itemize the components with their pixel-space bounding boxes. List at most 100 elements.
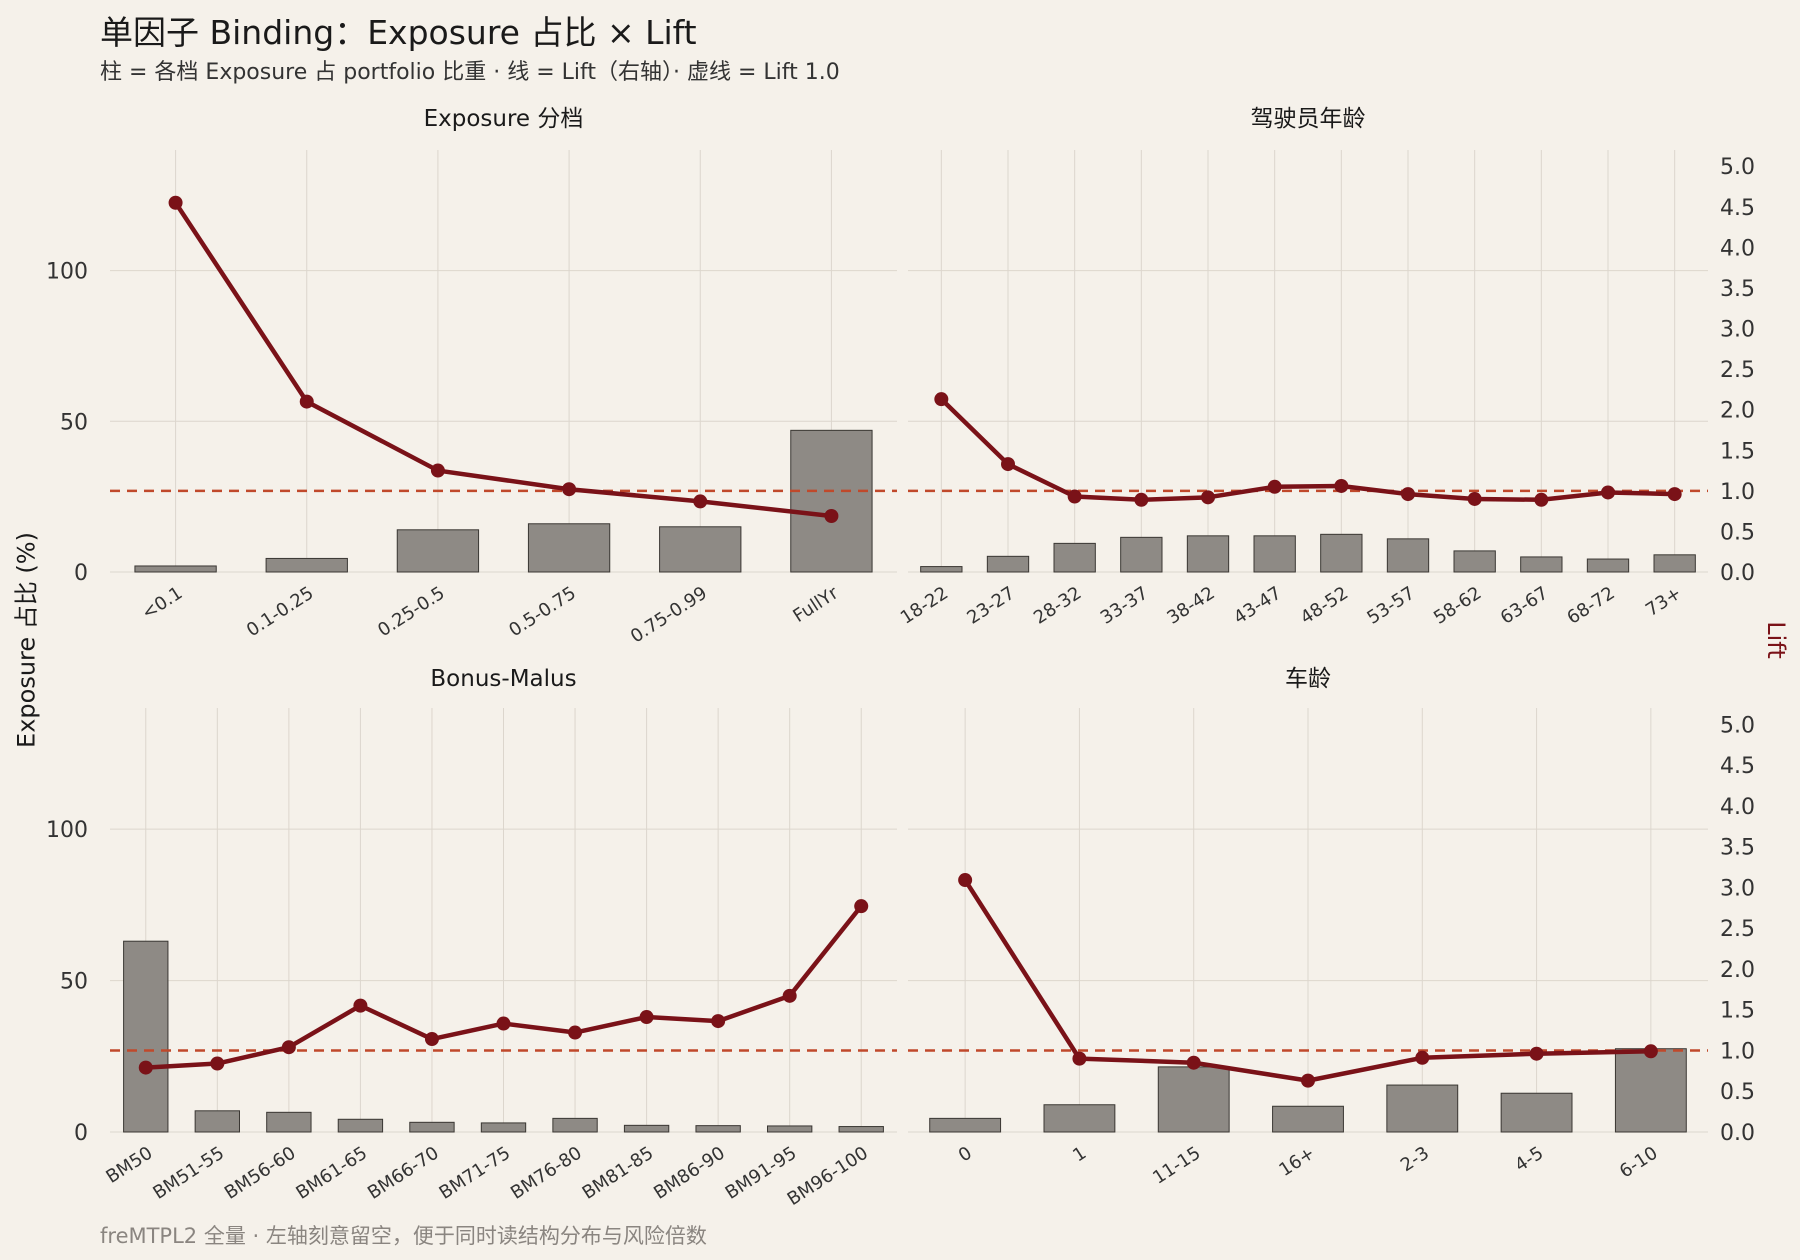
lift-line xyxy=(939,397,1675,503)
x-tick-label: 4-5 xyxy=(1511,1143,1547,1177)
y-right-tick-label: 1.0 xyxy=(1720,480,1755,505)
exposure-bar xyxy=(920,566,963,573)
exposure-bar xyxy=(552,1117,598,1133)
lift-point xyxy=(1529,1046,1544,1061)
chart-caption: freMTPL2 全量 · 左轴刻意留空，便于同时读结构分布与风险倍数 xyxy=(100,1224,707,1248)
x-tick-label: BM96-100 xyxy=(784,1143,872,1211)
y-right-tick-label: 4.5 xyxy=(1720,754,1755,779)
y-right-tick-label: 4.0 xyxy=(1720,795,1755,820)
x-tick-label: 1 xyxy=(1069,1143,1090,1167)
exposure-bar xyxy=(480,1122,527,1133)
x-tick-label: 63-67 xyxy=(1497,583,1552,629)
lift-point xyxy=(1415,1050,1430,1065)
chart-subtitle: 柱 = 各档 Exposure 占 portfolio 比重 · 线 = Lif… xyxy=(100,60,840,85)
y-right-tick-label: 5.0 xyxy=(1720,713,1755,738)
exposure-bar xyxy=(1653,554,1696,573)
exposure-bar xyxy=(266,1111,312,1133)
exposure-bar xyxy=(123,940,169,1133)
exposure-bar xyxy=(623,1124,670,1133)
exposure-bar xyxy=(1453,550,1496,573)
lift-point xyxy=(1534,492,1549,507)
y-right-tick-label: 3.0 xyxy=(1720,876,1755,901)
lift-point xyxy=(854,899,869,914)
y-right-tick-label: 1.5 xyxy=(1720,999,1755,1024)
x-tick-label: BM51-55 xyxy=(149,1143,228,1204)
x-tick-label: 53-57 xyxy=(1363,583,1418,629)
lift-point xyxy=(934,392,949,407)
y-right-tick-label: 1.0 xyxy=(1720,1039,1755,1064)
exposure-bar xyxy=(1043,1104,1116,1133)
x-tick-label: BM71-75 xyxy=(436,1143,515,1204)
exposure-bar xyxy=(1120,536,1163,573)
panel-title: Exposure 分档 xyxy=(424,106,584,132)
lift-point xyxy=(1667,487,1682,502)
exposure-bar xyxy=(134,565,217,573)
lift-point xyxy=(168,195,183,210)
y-left-tick-label: 0 xyxy=(74,1121,88,1146)
lift-point xyxy=(138,1060,153,1075)
exposure-bar xyxy=(1253,535,1296,573)
x-tick-label: 2-3 xyxy=(1397,1143,1433,1177)
lift-point xyxy=(1001,457,1015,472)
exposure-bar xyxy=(659,526,742,573)
lift-point xyxy=(639,1010,654,1025)
exposure-bar xyxy=(1053,542,1096,573)
lift-point xyxy=(824,509,839,524)
x-tick-label: 16+ xyxy=(1275,1143,1318,1181)
lift-point xyxy=(562,482,577,497)
lift-point xyxy=(1401,487,1415,502)
exposure-bar xyxy=(396,529,480,573)
lift-point xyxy=(958,873,973,888)
lift-point xyxy=(568,1025,583,1040)
x-tick-label: 48-52 xyxy=(1297,583,1352,629)
y-right-tick-label: 3.0 xyxy=(1720,318,1755,343)
lift-point xyxy=(430,463,445,478)
chart-title: 单因子 Binding：Exposure 占比 × Lift xyxy=(100,13,697,52)
lift-point xyxy=(782,988,797,1003)
y-right-tick-label: 5.0 xyxy=(1720,155,1755,180)
exposure-bar xyxy=(265,557,348,573)
lift-point xyxy=(711,1014,726,1029)
exposure-bar xyxy=(695,1125,741,1133)
x-tick-label: 68-72 xyxy=(1563,583,1618,629)
lift-point xyxy=(1267,479,1282,494)
lift-point xyxy=(424,1032,439,1047)
lift-point xyxy=(496,1016,511,1031)
exposure-bar xyxy=(194,1110,240,1133)
panel-title: 驾驶员年龄 xyxy=(1251,106,1366,132)
y-right-tick-label: 2.0 xyxy=(1720,958,1755,983)
x-tick-label: BM50 xyxy=(102,1143,156,1188)
y-right-tick-label: 2.5 xyxy=(1720,917,1755,942)
exposure-bar xyxy=(767,1125,813,1133)
x-tick-label: FullYr xyxy=(789,582,842,627)
x-tick-label: 38-42 xyxy=(1163,583,1218,629)
x-tick-label: BM81-85 xyxy=(579,1143,658,1204)
x-tick-label: 0.25-0.5 xyxy=(374,583,449,642)
x-tick-label: <0.1 xyxy=(138,583,186,624)
y-right-tick-label: 3.5 xyxy=(1720,836,1755,861)
lift-point xyxy=(299,394,314,409)
lift-point xyxy=(353,998,368,1013)
panel-title: Bonus-Malus xyxy=(430,666,576,692)
lift-point xyxy=(1334,478,1349,493)
lift-point xyxy=(281,1040,296,1055)
y-right-tick-label: 0.5 xyxy=(1720,520,1755,545)
x-tick-label: BM76-80 xyxy=(507,1143,586,1204)
y-left-tick-label: 100 xyxy=(46,818,88,843)
lift-point xyxy=(1643,1044,1658,1059)
x-tick-label: BM56-60 xyxy=(221,1143,300,1204)
y-right-tick-label: 1.5 xyxy=(1720,439,1755,464)
x-tick-label: 28-32 xyxy=(1030,583,1085,629)
exposure-bar xyxy=(527,523,611,573)
y-right-tick-label: 3.5 xyxy=(1720,277,1755,302)
x-tick-label: 18-22 xyxy=(897,583,952,629)
y-right-tick-label: 4.0 xyxy=(1720,236,1755,261)
exposure-bar xyxy=(1386,538,1430,573)
panel-title: 车龄 xyxy=(1285,666,1331,692)
lift-line xyxy=(173,201,832,519)
exposure-bar xyxy=(1386,1084,1459,1133)
y-right-tick-label: 0.0 xyxy=(1720,561,1755,586)
x-tick-label: 0.5-0.75 xyxy=(505,583,580,642)
